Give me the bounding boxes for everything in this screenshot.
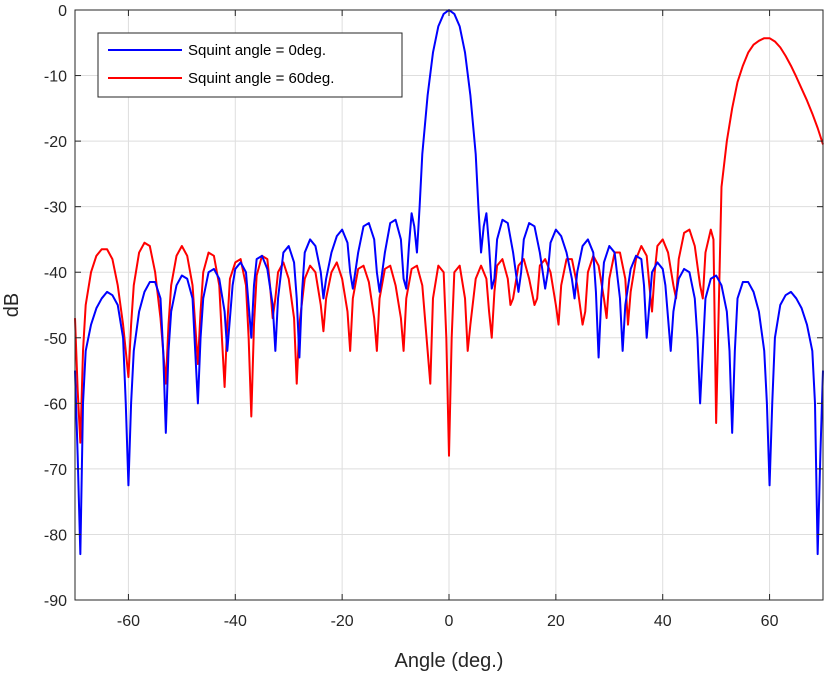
y-axis-label: dB: [1, 293, 23, 317]
y-tick-label: -80: [44, 527, 67, 544]
y-tick-label: -20: [44, 134, 67, 151]
x-axis-label: Angle (deg.): [395, 650, 504, 672]
y-tick-label: -90: [44, 593, 67, 610]
series-line-1: [74, 37, 824, 457]
x-tick-label: -40: [224, 613, 247, 630]
ticks: -60 -40 -20 0 20 40 60 0 -10 -20 -30 -40 -50 -60 -70 -8…: [44, 3, 823, 630]
legend-box: [97, 32, 403, 98]
y-tick-label: -40: [44, 265, 67, 282]
x-tick-label: 60: [761, 613, 779, 630]
x-tick-label: 0: [445, 613, 454, 630]
y-tick-label: -60: [44, 396, 67, 413]
y-tick-label: -70: [44, 462, 67, 479]
legend: Squint angle = 0deg. Squint angle = 60de…: [97, 32, 403, 98]
x-tick-label: -20: [331, 613, 354, 630]
y-tick-label: -10: [44, 69, 67, 86]
legend-label-0: Squint angle = 0deg.: [188, 42, 326, 59]
x-tick-label: 20: [547, 613, 565, 630]
x-tick-label: -60: [117, 613, 140, 630]
y-tick-label: 0: [58, 3, 67, 20]
y-tick-label: -30: [44, 200, 67, 217]
legend-label-1: Squint angle = 60deg.: [188, 70, 334, 87]
y-tick-label: -50: [44, 331, 67, 348]
x-tick-label: 40: [654, 613, 672, 630]
